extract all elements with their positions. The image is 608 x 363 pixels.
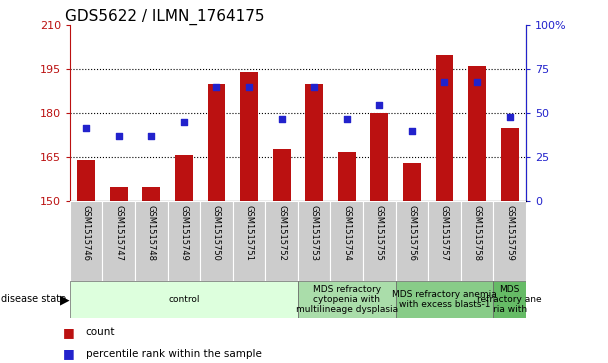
Bar bbox=[493, 201, 526, 281]
Text: ■: ■ bbox=[63, 326, 74, 339]
Bar bbox=[396, 281, 493, 318]
Text: GDS5622 / ILMN_1764175: GDS5622 / ILMN_1764175 bbox=[65, 9, 265, 25]
Point bbox=[505, 114, 514, 120]
Bar bbox=[305, 84, 323, 201]
Point bbox=[342, 116, 351, 122]
Bar bbox=[435, 55, 454, 201]
Point bbox=[277, 116, 286, 122]
Bar bbox=[175, 155, 193, 201]
Bar bbox=[428, 201, 461, 281]
Point bbox=[212, 84, 221, 90]
Point bbox=[309, 84, 319, 90]
Bar bbox=[240, 72, 258, 201]
Text: ■: ■ bbox=[63, 347, 74, 360]
Text: GSM1515753: GSM1515753 bbox=[309, 205, 319, 261]
Point bbox=[179, 119, 188, 125]
Bar bbox=[461, 201, 493, 281]
Text: GSM1515746: GSM1515746 bbox=[81, 205, 91, 261]
Bar bbox=[403, 163, 421, 201]
Bar bbox=[110, 187, 128, 201]
Bar bbox=[338, 152, 356, 201]
Text: count: count bbox=[86, 327, 116, 337]
Bar bbox=[272, 149, 291, 201]
Bar bbox=[265, 201, 298, 281]
Point bbox=[407, 128, 416, 134]
Bar bbox=[500, 128, 519, 201]
Point bbox=[147, 134, 156, 139]
Text: control: control bbox=[168, 295, 199, 304]
Text: GSM1515758: GSM1515758 bbox=[472, 205, 482, 261]
Point bbox=[114, 134, 123, 139]
Bar bbox=[331, 201, 363, 281]
Bar bbox=[493, 281, 526, 318]
Text: GSM1515757: GSM1515757 bbox=[440, 205, 449, 261]
Bar bbox=[298, 281, 396, 318]
Bar bbox=[70, 201, 103, 281]
Text: GSM1515752: GSM1515752 bbox=[277, 205, 286, 261]
Text: GSM1515750: GSM1515750 bbox=[212, 205, 221, 261]
Point bbox=[440, 79, 449, 85]
Point bbox=[244, 84, 254, 90]
Bar bbox=[396, 201, 428, 281]
Text: percentile rank within the sample: percentile rank within the sample bbox=[86, 349, 261, 359]
Point bbox=[81, 125, 91, 130]
Bar bbox=[298, 201, 331, 281]
Text: disease state: disease state bbox=[1, 294, 66, 305]
Bar bbox=[207, 84, 226, 201]
Text: GSM1515751: GSM1515751 bbox=[244, 205, 254, 261]
Text: MDS refractory anemia
with excess blasts-1: MDS refractory anemia with excess blasts… bbox=[392, 290, 497, 309]
Text: GSM1515749: GSM1515749 bbox=[179, 205, 188, 261]
Bar bbox=[135, 201, 168, 281]
Text: MDS
refractory ane
ria with: MDS refractory ane ria with bbox=[477, 285, 542, 314]
Text: MDS refractory
cytopenia with
multilineage dysplasia: MDS refractory cytopenia with multilinea… bbox=[295, 285, 398, 314]
Text: GSM1515759: GSM1515759 bbox=[505, 205, 514, 261]
Bar bbox=[168, 201, 200, 281]
Bar bbox=[142, 187, 161, 201]
Point bbox=[375, 102, 384, 107]
Bar bbox=[200, 201, 233, 281]
Bar bbox=[103, 201, 135, 281]
Bar bbox=[77, 160, 95, 201]
Bar bbox=[468, 66, 486, 201]
Bar bbox=[370, 113, 389, 201]
Bar bbox=[70, 281, 298, 318]
Text: GSM1515748: GSM1515748 bbox=[147, 205, 156, 261]
Point bbox=[472, 79, 482, 85]
Text: GSM1515747: GSM1515747 bbox=[114, 205, 123, 261]
Text: GSM1515756: GSM1515756 bbox=[407, 205, 416, 261]
Bar bbox=[233, 201, 265, 281]
Bar bbox=[363, 201, 396, 281]
Text: ▶: ▶ bbox=[60, 293, 69, 306]
Text: GSM1515754: GSM1515754 bbox=[342, 205, 351, 261]
Text: GSM1515755: GSM1515755 bbox=[375, 205, 384, 261]
